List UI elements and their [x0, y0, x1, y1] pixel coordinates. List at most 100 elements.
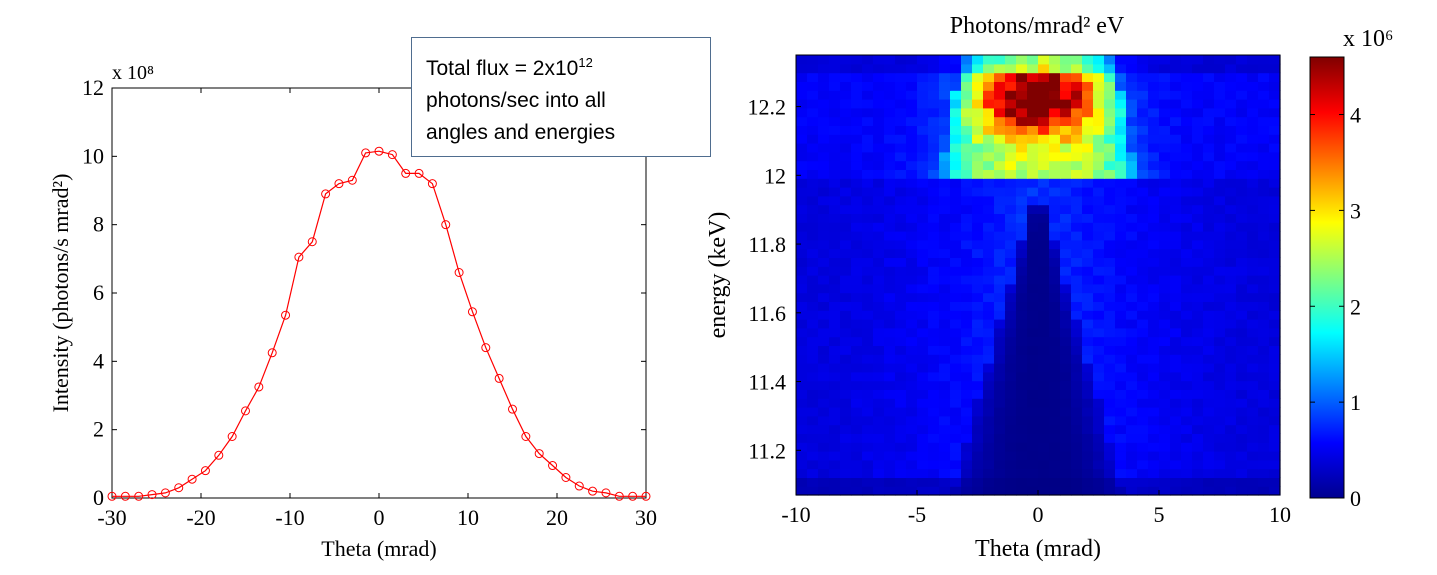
heatmap-cell [1115, 345, 1127, 355]
heatmap-cell [1203, 424, 1215, 434]
heatmap-cell [840, 327, 852, 338]
heatmap-cell [994, 257, 1006, 267]
heatmap-cell [1115, 354, 1127, 364]
heatmap-cell [983, 336, 995, 346]
heatmap-cell [1258, 55, 1270, 65]
heatmap-cell [1060, 134, 1072, 144]
heatmap-cell [851, 486, 863, 496]
heatmap-cell [1214, 81, 1226, 91]
heatmap-cell [1038, 72, 1050, 82]
heatmap-cell [873, 81, 885, 91]
heatmap-cell [1269, 169, 1281, 179]
heatmap-cell [829, 266, 841, 276]
heatmap-cell [1005, 283, 1017, 294]
heatmap-cell [1115, 371, 1127, 382]
heatmap-cell [1159, 319, 1171, 329]
heatmap-cell [1203, 451, 1215, 461]
heatmap-cell [1027, 55, 1039, 65]
heatmap-cell [1269, 354, 1281, 364]
heatmap-cell [950, 239, 962, 250]
heatmap-cell [818, 486, 830, 496]
intensity-data-point [200, 466, 210, 476]
intensity-data-point [160, 488, 170, 498]
heatmap-cell [1214, 371, 1226, 382]
heatmap-cell [873, 345, 885, 355]
heatmap-cell [807, 468, 819, 478]
heatmap-cell [1203, 407, 1215, 417]
heatmap-cell [840, 275, 852, 285]
heatmap-cell [1104, 195, 1116, 206]
heatmap-cell [983, 459, 995, 470]
heatmap-cell [1247, 327, 1259, 338]
heatmap-cell [950, 275, 962, 285]
heatmap-cell [807, 354, 819, 364]
heatmap-cell [873, 116, 885, 126]
heatmap-cell [1071, 468, 1083, 478]
heatmap-cell [1060, 257, 1072, 267]
heatmap-cell [796, 415, 808, 426]
heatmap-cell [818, 55, 830, 65]
heatmap-cell [1104, 178, 1116, 188]
heatmap-cell [1071, 398, 1083, 408]
heatmap-cell [1016, 257, 1028, 267]
heatmap-cell [840, 222, 852, 232]
heatmap-cell [928, 354, 940, 364]
heatmap-cell [1137, 178, 1149, 188]
heatmap-cell [1192, 336, 1204, 346]
heatmap-cell [851, 477, 863, 487]
heatmap-cell [873, 283, 885, 294]
heatmap-cell [818, 283, 830, 294]
heatmap-cell [1225, 143, 1237, 153]
heatmap-cell [1027, 283, 1039, 294]
heatmap-cell [1247, 72, 1259, 82]
heatmap-cell [1192, 433, 1204, 443]
heatmap-cell [884, 204, 896, 214]
heatmap-cell [884, 442, 896, 452]
heatmap-cell [961, 468, 973, 478]
heatmap-cell [939, 354, 951, 364]
heatmap-cell [829, 363, 841, 373]
heatmap-cell [983, 477, 995, 487]
heatmap-cell [829, 134, 841, 144]
heatmap-cell [939, 310, 951, 320]
heatmap-cell [1071, 459, 1083, 470]
heatmap-cell [1148, 363, 1160, 373]
heatmap-cell [840, 125, 852, 135]
heatmap-cell [796, 433, 808, 443]
heatmap-cell [829, 151, 841, 162]
heatmap-cell [895, 275, 907, 285]
heatmap-cell [1192, 459, 1204, 470]
heatmap-cell [1038, 134, 1050, 144]
heatmap-cell [862, 99, 874, 109]
heatmap-cell [1181, 90, 1193, 100]
heatmap-cell [1225, 354, 1237, 364]
heatmap-cell [1016, 283, 1028, 294]
heatmap-cell [1236, 407, 1248, 417]
heatmap-cell [1247, 468, 1259, 478]
heatmap-cell [950, 72, 962, 82]
heatmap-cell [1038, 213, 1050, 223]
heatmap-cell [1082, 283, 1094, 294]
heatmap-cell [873, 90, 885, 100]
heatmap-cell [917, 248, 929, 258]
heatmap-cell [1269, 195, 1281, 206]
heatmap-cell [1181, 72, 1193, 82]
heatmap-cell [1027, 354, 1039, 364]
heatmap-cell [1148, 81, 1160, 91]
heatmap-cell [796, 363, 808, 373]
intensity-data-point [641, 491, 651, 501]
heatmap-cell [906, 257, 918, 267]
heatmap-cell [1093, 187, 1105, 197]
heatmap-cell [1236, 257, 1248, 267]
heatmap-cell [1203, 55, 1215, 65]
heatmap-cell [1093, 319, 1105, 329]
heatmap-cell [1104, 81, 1116, 91]
heatmap-cell [829, 143, 841, 153]
heatmap-cell [1104, 424, 1116, 434]
heatmap-cell [1192, 301, 1204, 311]
heatmap-cell [994, 433, 1006, 443]
heatmap-cell [928, 63, 940, 74]
heatmap-cell [972, 283, 984, 294]
heatmap-cell [1159, 125, 1171, 135]
heatmap-cell [1137, 442, 1149, 452]
